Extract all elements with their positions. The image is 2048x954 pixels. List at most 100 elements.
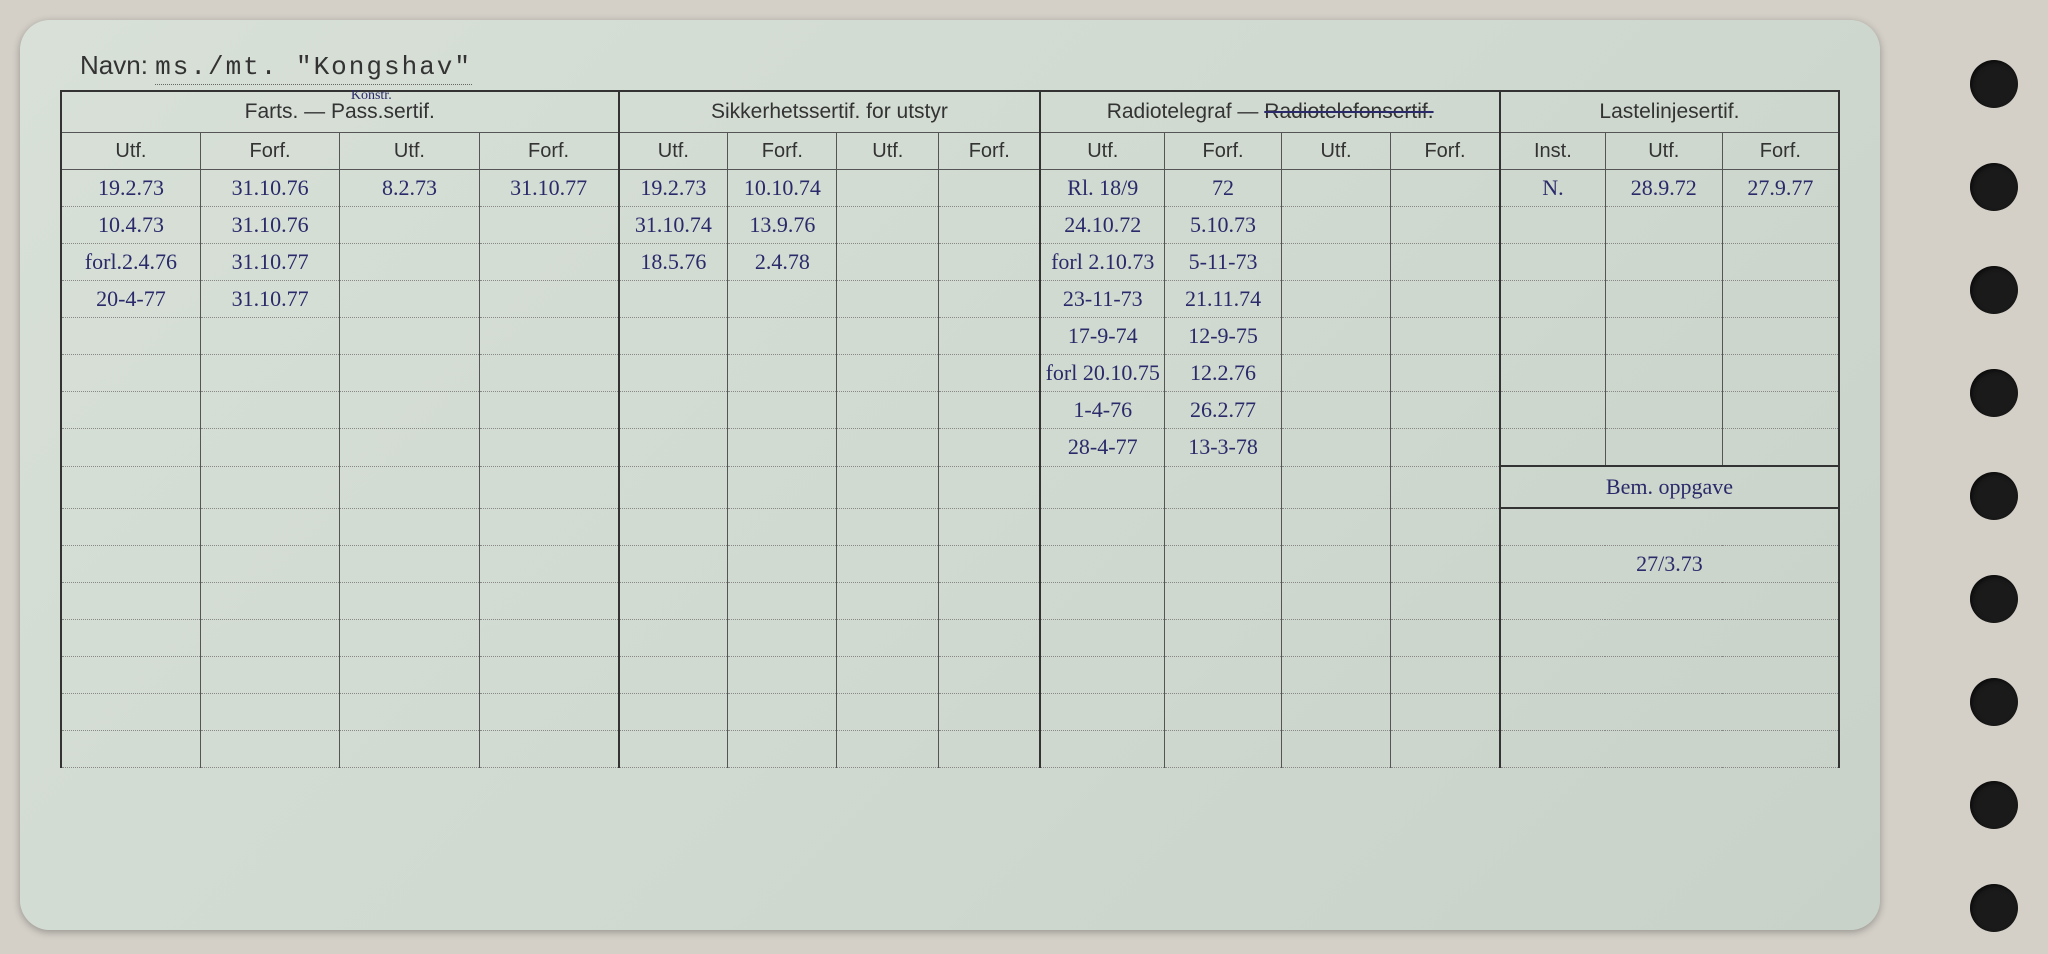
cell [479,466,618,508]
cell [340,318,479,355]
cell [340,207,479,244]
cell [340,508,479,546]
cell: 72 [1165,170,1282,207]
cell [1281,466,1390,508]
cell [1391,281,1500,318]
cell [340,244,479,281]
cell [61,318,200,355]
cell [479,244,618,281]
cell [1165,620,1282,657]
table-body: 19.2.7331.10.768.2.7331.10.7719.2.7310.1… [61,170,1839,768]
cell [1391,355,1500,392]
cell [1391,244,1500,281]
cell [1722,355,1839,392]
sub-forf: Forf. [1722,133,1839,170]
cell [1500,207,1605,244]
cell [728,731,837,768]
cell [1605,429,1722,467]
cell: 28.9.72 [1605,170,1722,207]
cell [61,731,200,768]
hole-icon [1970,369,2018,417]
cell [1040,583,1164,620]
group-radio: Radiotelegraf — Radiotelefonsertif. [1040,91,1500,133]
cell [619,318,728,355]
cell [340,429,479,467]
cell [837,318,939,355]
cell [1500,392,1605,429]
cell [479,318,618,355]
sub-utf: Utf. [1040,133,1164,170]
cell [939,355,1041,392]
cell [1391,207,1500,244]
cell [837,508,939,546]
table-row [61,657,1839,694]
cell [1391,429,1500,467]
table-head: Farts. — Pass.sertif. Konstr. Sikkerhets… [61,91,1839,170]
sub-utf: Utf. [837,133,939,170]
cell [619,429,728,467]
cell [61,508,200,546]
sub-utf: Utf. [340,133,479,170]
bem-cell [1500,731,1839,768]
cell: Rl. 18/9 [1040,170,1164,207]
sub-forf: Forf. [939,133,1041,170]
cell: 18.5.76 [619,244,728,281]
farts-annotation: Konstr. [351,88,392,104]
cell [479,546,618,583]
cell [1391,657,1500,694]
cell [837,657,939,694]
sub-inst: Inst. [1500,133,1605,170]
sub-utf: Utf. [619,133,728,170]
cell [479,731,618,768]
cell [1281,207,1390,244]
cell [939,508,1041,546]
cell: 31.10.77 [479,170,618,207]
cell [479,657,618,694]
cell: 8.2.73 [340,170,479,207]
cell [939,207,1041,244]
cell [939,281,1041,318]
cell: 2.4.78 [728,244,837,281]
certificate-table: Farts. — Pass.sertif. Konstr. Sikkerhets… [60,90,1840,768]
cell [1281,731,1390,768]
table-row: 28-4-7713-3-78 [61,429,1839,467]
cell [1040,657,1164,694]
cell [1391,170,1500,207]
cell [1281,429,1390,467]
cell [939,392,1041,429]
hole-icon [1970,678,2018,726]
sub-forf: Forf. [1165,133,1282,170]
cell [340,392,479,429]
sub-utf: Utf. [1281,133,1390,170]
cell: 26.2.77 [1165,392,1282,429]
cell [619,392,728,429]
cell: 13.9.76 [728,207,837,244]
hole-icon [1970,60,2018,108]
cell: 23-11-73 [1040,281,1164,318]
cell [61,429,200,467]
cell: forl 2.10.73 [1040,244,1164,281]
cell: 19.2.73 [61,170,200,207]
cell [200,392,339,429]
bem-header: Bem. oppgave [1500,466,1839,508]
sub-forf: Forf. [1391,133,1500,170]
cell [939,620,1041,657]
cell [1281,355,1390,392]
cell [61,620,200,657]
cell [1165,508,1282,546]
table-row [61,583,1839,620]
cell [939,657,1041,694]
cell [61,466,200,508]
cell [1391,508,1500,546]
cell [837,207,939,244]
cell [1391,731,1500,768]
hole-icon [1970,781,2018,829]
cell [728,583,837,620]
sub-utf: Utf. [61,133,200,170]
sub-forf: Forf. [200,133,339,170]
cell: 31.10.77 [200,281,339,318]
cell [479,429,618,467]
cell [1605,207,1722,244]
cell: 21.11.74 [1165,281,1282,318]
cell [61,583,200,620]
